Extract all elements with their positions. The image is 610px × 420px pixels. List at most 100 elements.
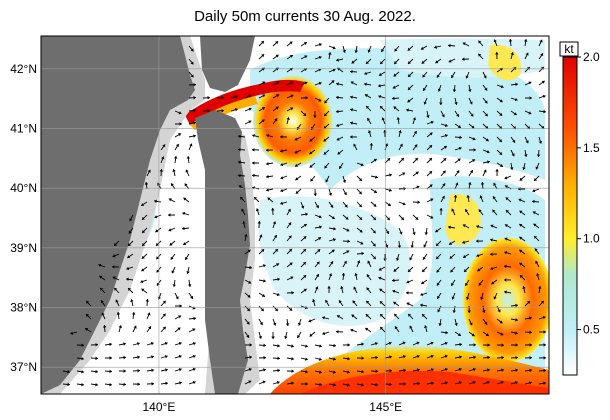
- current-arrow: [538, 66, 545, 73]
- current-arrow: [118, 355, 127, 360]
- current-arrow: [188, 108, 197, 113]
- current-arrow: [286, 81, 294, 86]
- current-arrow: [452, 84, 457, 93]
- current-arrow: [342, 175, 347, 183]
- current-arrow: [426, 198, 434, 203]
- current-arrow: [272, 221, 277, 229]
- current-arrow: [113, 287, 120, 294]
- current-arrow: [379, 288, 386, 294]
- current-arrow: [286, 117, 290, 125]
- current-arrow: [394, 45, 400, 52]
- current-arrow: [171, 266, 176, 274]
- current-arrow: [342, 227, 350, 232]
- current-arrow: [398, 382, 407, 386]
- current-arrow: [286, 276, 294, 281]
- current-arrow: [90, 369, 98, 374]
- current-arrow: [258, 380, 266, 385]
- current-arrow: [174, 110, 182, 115]
- current-arrow: [300, 344, 308, 348]
- current-arrow: [480, 292, 484, 300]
- current-arrow: [328, 45, 336, 50]
- current-arrow: [300, 248, 307, 255]
- current-arrow: [451, 208, 456, 216]
- current-arrow: [426, 170, 433, 177]
- current-arrow: [524, 66, 531, 73]
- current-arrow: [407, 45, 414, 51]
- current-arrow: [104, 382, 112, 387]
- current-arrow: [244, 318, 250, 325]
- current-arrow: [328, 68, 336, 73]
- current-arrow: [98, 263, 106, 268]
- land-hokkaido: [200, 36, 255, 92]
- current-arrow: [295, 175, 302, 181]
- current-arrow: [406, 279, 414, 284]
- current-arrow: [538, 300, 545, 307]
- current-arrow: [325, 299, 330, 307]
- current-arrow: [342, 188, 347, 196]
- current-arrow: [284, 331, 288, 339]
- current-arrow: [258, 81, 266, 86]
- current-arrow: [300, 201, 305, 209]
- current-arrow: [230, 108, 238, 112]
- current-arrow: [476, 225, 484, 229]
- current-arrow: [449, 253, 456, 259]
- current-arrow: [538, 53, 544, 60]
- current-arrow: [426, 381, 434, 385]
- current-arrow: [335, 95, 344, 100]
- current-arrow: [300, 55, 308, 60]
- current-arrow: [323, 110, 330, 117]
- current-arrow: [141, 227, 148, 234]
- current-arrow: [524, 343, 533, 347]
- current-arrow: [286, 41, 293, 47]
- current-arrow: [468, 318, 473, 326]
- current-arrow: [492, 196, 498, 203]
- current-arrow: [440, 157, 447, 164]
- current-arrow: [370, 342, 378, 346]
- current-arrow: [297, 318, 302, 326]
- current-arrow: [129, 214, 134, 222]
- current-arrow: [478, 209, 484, 216]
- current-arrow: [314, 55, 322, 60]
- current-arrow: [384, 369, 393, 373]
- current-arrow: [174, 341, 182, 346]
- current-arrow: [495, 168, 499, 177]
- current-arrow: [258, 305, 265, 312]
- current-arrow: [328, 261, 334, 268]
- current-arrow: [300, 236, 307, 242]
- current-arrow: [482, 123, 489, 130]
- current-arrow: [300, 41, 308, 47]
- current-arrow: [258, 119, 265, 125]
- current-arrow: [279, 135, 288, 139]
- current-arrow: [146, 355, 154, 359]
- current-arrow: [482, 355, 491, 360]
- current-arrow: [130, 299, 134, 307]
- current-arrow: [252, 134, 260, 138]
- current-arrow: [337, 149, 344, 155]
- current-arrow: [202, 108, 211, 113]
- current-arrow: [440, 341, 448, 346]
- current-arrow: [356, 383, 364, 387]
- current-arrow: [454, 123, 462, 129]
- map-title: Daily 50m currents 30 Aug. 2022.: [194, 8, 416, 25]
- current-arrow: [286, 222, 292, 229]
- current-arrow: [335, 329, 344, 334]
- current-arrow: [465, 292, 470, 300]
- current-arrow: [538, 80, 545, 86]
- current-arrow: [160, 355, 168, 359]
- land-honshu: [195, 110, 250, 394]
- current-arrow: [468, 110, 474, 117]
- current-arrow: [244, 331, 250, 338]
- current-arrow: [160, 144, 166, 151]
- current-arrow: [447, 43, 456, 48]
- current-arrow: [309, 149, 316, 155]
- current-arrow: [350, 95, 358, 99]
- current-arrow: [519, 236, 526, 242]
- current-arrow: [356, 188, 363, 195]
- current-arrow: [251, 148, 260, 152]
- current-arrow: [536, 149, 541, 158]
- current-arrow: [510, 343, 519, 347]
- current-arrow: [314, 97, 322, 102]
- current-arrow: [258, 106, 266, 112]
- current-arrow: [440, 367, 448, 372]
- current-arrow: [328, 370, 336, 374]
